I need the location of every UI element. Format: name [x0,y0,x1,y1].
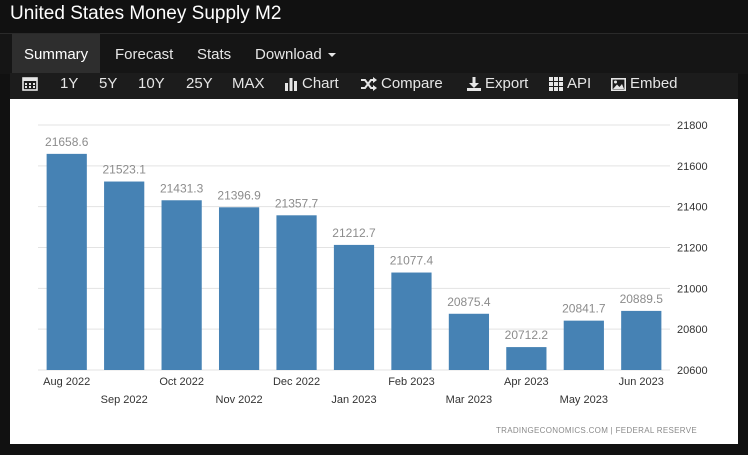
image-icon [611,77,626,91]
x-tick-label: Nov 2022 [216,394,263,406]
bar[interactable] [506,347,547,370]
bar-chart: 21658.6 21523.1 21431.3 21396.9 21357.7 21212… [38,120,708,435]
x-tick-label: Jan 2023 [331,394,376,406]
y-tick-label: 21400 [677,202,708,214]
data-label: 20875.4 [447,295,491,309]
chart-button[interactable]: Chart [284,73,339,97]
bar[interactable] [46,153,87,370]
bar[interactable] [161,200,202,370]
data-label: 20841.7 [562,302,606,316]
export-button[interactable]: Export [467,73,528,97]
data-label: 20889.5 [620,292,664,306]
data-label: 21523.1 [102,163,146,177]
x-tick-label: Jun 2023 [619,376,664,388]
y-tick-label: 20600 [677,365,708,377]
x-tick-label: Feb 2023 [388,376,434,388]
data-label: 21357.7 [275,196,319,210]
api-button[interactable]: API [549,73,591,97]
bar[interactable] [218,207,260,370]
calendar-icon [22,77,38,91]
export-button-label: Export [485,75,529,92]
chart-toolbar: 1Y 5Y 10Y 25Y MAX Chart Compare Export A… [10,73,738,99]
tab-download-label: Download [255,46,322,63]
tab-summary[interactable]: Summary [12,34,101,74]
data-label: 21077.4 [390,254,434,268]
x-tick-label: Apr 2023 [504,376,549,388]
bar[interactable] [621,310,662,370]
tab-forecast[interactable]: Forecast [115,46,174,63]
embed-button-label: Embed [630,75,678,92]
shuffle-icon [361,77,377,92]
y-tick-label: 21000 [677,283,708,295]
y-tick-label: 21600 [677,161,708,173]
range-5y-button[interactable]: 5Y [99,75,118,92]
x-tick-label: Mar 2023 [446,394,492,406]
x-tick-label: Sep 2022 [101,394,148,406]
bar[interactable] [333,244,375,370]
download-icon [467,77,481,92]
page-title: United States Money Supply M2 [10,3,282,24]
data-label: 21658.6 [45,135,89,149]
range-10y-button[interactable]: 10Y [138,75,165,92]
data-label: 21396.9 [217,188,261,202]
range-1y-button[interactable]: 1Y [60,75,79,92]
chart-button-label: Chart [302,75,339,92]
tab-stats[interactable]: Stats [197,46,232,63]
x-tick-label: Dec 2022 [273,376,320,388]
bar-chart-icon [285,78,297,92]
y-tick-label: 21200 [677,243,708,255]
api-button-label: API [567,75,592,92]
compare-button-label: Compare [381,75,443,92]
data-label: 21212.7 [332,226,376,240]
x-tick-label: Aug 2022 [43,376,90,388]
range-25y-button[interactable]: 25Y [186,75,213,92]
bar[interactable] [391,272,432,370]
grid-icon [549,77,563,92]
compare-button[interactable]: Compare [360,73,443,97]
bar[interactable] [448,313,490,370]
y-tick-label: 20800 [677,324,708,336]
range-max-button[interactable]: MAX [232,75,265,92]
bar[interactable] [104,181,145,370]
bar[interactable] [276,215,317,370]
main-nav: Summary Forecast Stats Download [0,33,748,74]
data-label: 21431.3 [160,181,204,195]
calendar-button[interactable] [22,73,42,97]
data-label: 20712.2 [505,328,549,342]
chart-panel: 21658.6 21523.1 21431.3 21396.9 21357.7 21212… [10,99,738,444]
bar[interactable] [563,320,604,370]
source-attribution: TRADINGECONOMICS.COM | FEDERAL RESERVE [496,426,697,435]
x-tick-label: Oct 2022 [159,376,204,388]
caret-down-icon [327,53,336,58]
tab-download[interactable]: Download [243,34,348,74]
y-tick-label: 21800 [677,120,708,132]
x-tick-label: May 2023 [560,394,608,406]
embed-button[interactable]: Embed [611,73,678,97]
